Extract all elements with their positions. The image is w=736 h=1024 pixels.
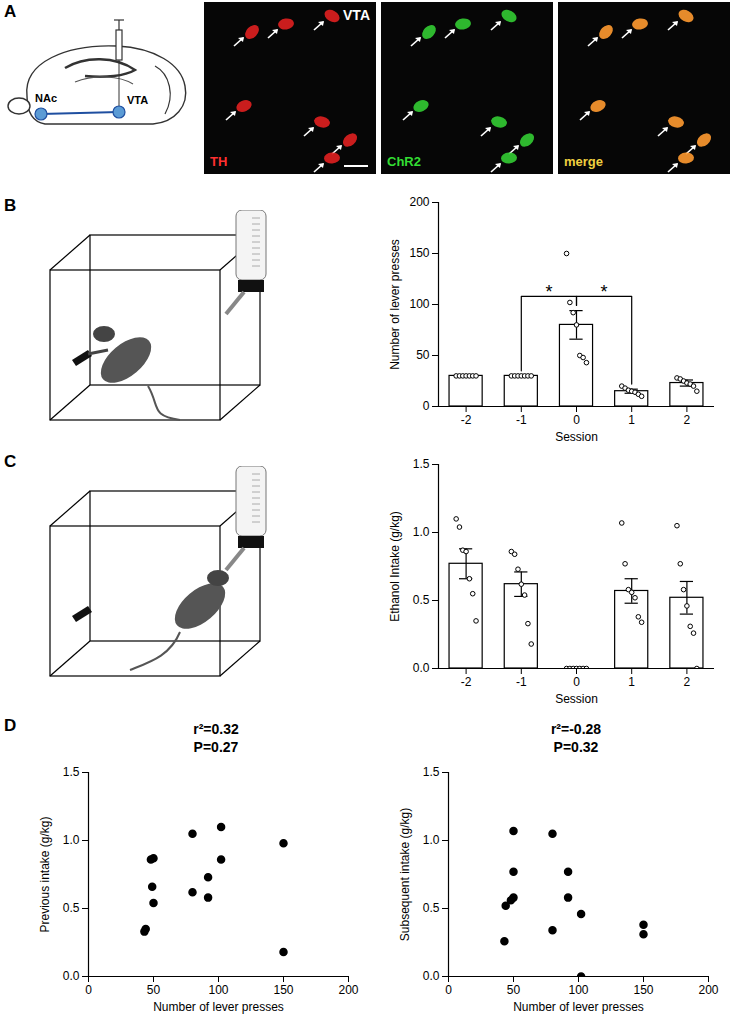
svg-text:0.5: 0.5 xyxy=(63,901,80,915)
svg-text:0.5: 0.5 xyxy=(413,593,430,607)
svg-text:0: 0 xyxy=(573,675,580,689)
svg-text:2: 2 xyxy=(684,675,691,689)
svg-text:150: 150 xyxy=(273,983,293,997)
svg-text:0: 0 xyxy=(573,413,580,427)
svg-text:0: 0 xyxy=(445,983,452,997)
svg-text:merge: merge xyxy=(564,154,603,169)
svg-text:NAc: NAc xyxy=(35,92,57,104)
html-text:C: C xyxy=(4,452,17,471)
svg-text:200: 200 xyxy=(409,195,429,209)
svg-text:50: 50 xyxy=(507,983,521,997)
svg-text:Ethanol Intake (g/kg): Ethanol Intake (g/kg) xyxy=(388,511,402,622)
svg-text:150: 150 xyxy=(409,246,429,260)
svg-text:1.0: 1.0 xyxy=(413,525,430,539)
svg-text:50: 50 xyxy=(147,983,161,997)
svg-text:1.5: 1.5 xyxy=(423,765,440,779)
svg-text:Number of lever presses: Number of lever presses xyxy=(388,239,402,370)
html-text:A: A xyxy=(4,2,17,21)
svg-text:0.0: 0.0 xyxy=(413,661,430,675)
svg-text:*: * xyxy=(545,282,552,302)
svg-text:100: 100 xyxy=(409,297,429,311)
html-text:P=0.32: P=0.32 xyxy=(553,739,599,755)
svg-text:1.0: 1.0 xyxy=(63,833,80,847)
svg-text:Subsequent intake (g/kg): Subsequent intake (g/kg) xyxy=(398,808,412,941)
svg-text:Number of lever presses: Number of lever presses xyxy=(153,1000,284,1014)
svg-text:-1: -1 xyxy=(516,675,527,689)
svg-text:100: 100 xyxy=(568,983,588,997)
svg-text:200: 200 xyxy=(338,983,358,997)
svg-text:0: 0 xyxy=(85,983,92,997)
html-text:P=0.27: P=0.27 xyxy=(193,739,239,755)
html-text:B: B xyxy=(4,196,17,215)
svg-text:1: 1 xyxy=(628,675,635,689)
svg-text:VTA: VTA xyxy=(127,94,148,106)
svg-text:-2: -2 xyxy=(461,675,472,689)
svg-text:Number of lever presses: Number of lever presses xyxy=(513,1000,644,1014)
svg-text:-2: -2 xyxy=(461,413,472,427)
svg-text:1.5: 1.5 xyxy=(413,457,430,471)
svg-text:ChR2: ChR2 xyxy=(387,154,421,169)
svg-text:Session: Session xyxy=(555,692,598,706)
svg-text:0.5: 0.5 xyxy=(423,901,440,915)
svg-text:*: * xyxy=(601,282,608,302)
svg-text:50: 50 xyxy=(416,348,430,362)
svg-text:1.5: 1.5 xyxy=(63,765,80,779)
svg-text:TH: TH xyxy=(210,154,227,169)
svg-text:1: 1 xyxy=(628,413,635,427)
svg-text:100: 100 xyxy=(208,983,228,997)
html-text:r²=-0.28: r²=-0.28 xyxy=(550,721,602,737)
html-text:r²=0.32: r²=0.32 xyxy=(193,721,239,737)
svg-text:VTA: VTA xyxy=(343,7,370,23)
svg-text:0.0: 0.0 xyxy=(423,969,440,983)
svg-text:-1: -1 xyxy=(516,413,527,427)
html-text:D: D xyxy=(4,716,17,735)
svg-text:2: 2 xyxy=(684,413,691,427)
svg-text:Previous intake (g/kg): Previous intake (g/kg) xyxy=(38,816,52,932)
svg-text:0.0: 0.0 xyxy=(63,969,80,983)
svg-text:Session: Session xyxy=(555,430,598,444)
svg-text:150: 150 xyxy=(633,983,653,997)
svg-text:200: 200 xyxy=(698,983,718,997)
svg-text:0: 0 xyxy=(423,399,430,413)
svg-text:1.0: 1.0 xyxy=(423,833,440,847)
